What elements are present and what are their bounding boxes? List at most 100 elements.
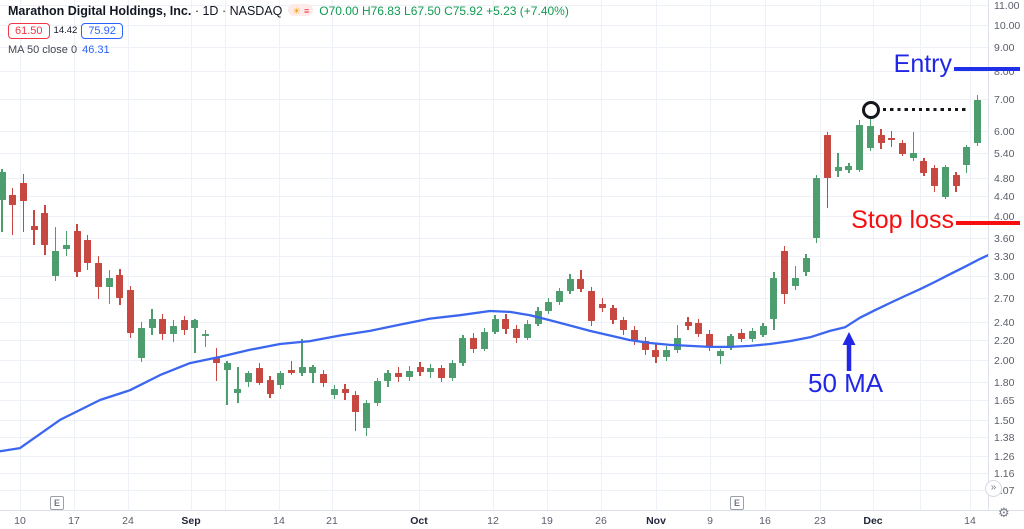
symbol-name[interactable]: Marathon Digital Holdings, Inc. (8, 4, 192, 18)
candle (427, 368, 435, 372)
time-axis-label: Sep (181, 515, 201, 527)
price-axis[interactable]: 11.00 10.00 9.00 8.00 7.00 6.00 5.40 4.80 4.40 4.… (988, 0, 1024, 529)
earnings-marker[interactable]: E (50, 496, 64, 510)
h-gridline (0, 71, 988, 73)
candle (170, 326, 178, 334)
time-axis-label: Oct (410, 515, 428, 527)
interval-label[interactable]: 1D (202, 4, 219, 18)
candle (298, 367, 306, 373)
candle (609, 307, 617, 321)
change-value: +5.23 (+7.40%) (486, 4, 569, 18)
h-gridline (0, 99, 988, 101)
h-gridline (0, 153, 988, 155)
time-axis-label: Dec (863, 515, 883, 527)
bid-badge[interactable]: 61.50 (8, 23, 50, 39)
time-axis[interactable]: 10 17 24 Sep 14 21 Oct 12 19 26 Nov 9 16 23 Dec 14 (0, 510, 1024, 529)
candle (695, 322, 703, 334)
earnings-marker[interactable]: E (730, 496, 744, 510)
candle (641, 341, 649, 350)
price-axis-label: 4.00 (994, 210, 1015, 223)
price-axis-label: 2.70 (994, 292, 1015, 305)
candle-wick (1, 169, 3, 232)
candle (706, 333, 714, 346)
candle (673, 338, 681, 350)
candle (781, 251, 789, 294)
candle (791, 277, 799, 287)
h-gridline (0, 456, 988, 458)
time-axis-label: 26 (595, 515, 607, 527)
candle (534, 311, 542, 324)
data-status-pill[interactable]: ☀ ≡ (288, 4, 314, 16)
price-axis-label: 2.40 (994, 317, 1015, 330)
ask-badge[interactable]: 75.92 (81, 23, 123, 39)
v-gridline (279, 0, 280, 510)
candle (577, 279, 585, 290)
candle (759, 325, 767, 335)
v-gridline (656, 0, 657, 510)
time-axis-label: 19 (541, 515, 553, 527)
notice-icon: ≡ (303, 6, 310, 16)
h-gridline (0, 437, 988, 439)
exchange-label[interactable]: NASDAQ (229, 4, 283, 18)
price-axis-label: 2.00 (994, 354, 1015, 367)
breakout-circle-marker[interactable] (862, 100, 880, 119)
candle-wick (65, 231, 67, 256)
candle (352, 395, 360, 412)
candle (920, 160, 928, 173)
stop-loss-price-line[interactable] (956, 221, 1020, 225)
candle (223, 363, 231, 370)
price-axis-label: 11.00 (994, 0, 1020, 13)
h-gridline (0, 400, 988, 402)
candle (180, 320, 188, 330)
ma-50-label: 50 MA (808, 368, 884, 398)
symbol-row: Marathon Digital Holdings, Inc. · 1D · N… (8, 4, 569, 18)
separator-dot: · (221, 4, 227, 18)
price-axis-label: 1.26 (994, 451, 1015, 464)
candle (470, 338, 478, 349)
gear-icon[interactable]: ⚙ (998, 505, 1010, 520)
candle (212, 357, 220, 364)
candle (287, 369, 295, 373)
candle (931, 167, 939, 186)
quote-row: 61.50 14.42 75.92 (8, 21, 123, 39)
candle (941, 167, 949, 198)
candle (384, 372, 392, 381)
candle (362, 402, 370, 429)
price-axis-label: 3.30 (994, 250, 1015, 263)
candle-wick (912, 132, 914, 161)
time-axis-label: 17 (68, 515, 80, 527)
candle-wick (22, 174, 25, 232)
entry-price-line[interactable] (954, 67, 1020, 72)
h-gridline (0, 490, 988, 492)
candle (62, 245, 70, 249)
candle (105, 277, 113, 287)
h-gridline (0, 131, 988, 133)
price-axis-label: 10.00 (994, 19, 1021, 32)
v-gridline (225, 0, 226, 510)
h-gridline (0, 195, 988, 197)
candle (73, 231, 81, 273)
candle (30, 226, 38, 230)
v-gridline (547, 0, 548, 510)
candle (963, 146, 971, 166)
indicator-row[interactable]: MA 50 close 0 46.31 (8, 44, 110, 56)
candle (0, 172, 6, 201)
candle (416, 367, 424, 372)
v-gridline (765, 0, 766, 510)
stop-loss-label: Stop loss (851, 206, 954, 234)
scroll-right-icon[interactable]: » (985, 480, 1002, 497)
h-gridline (0, 237, 988, 239)
v-gridline (20, 0, 21, 510)
candle-wick (237, 367, 239, 403)
delayed-data-icon: ☀ (292, 6, 301, 16)
ma-indicator-label: MA 50 close 0 (8, 44, 78, 56)
candle (116, 274, 124, 298)
candle (127, 289, 135, 333)
candle (94, 262, 102, 287)
candle (909, 152, 917, 158)
candle-wick (204, 329, 207, 347)
price-axis-label: 9.00 (994, 41, 1015, 54)
separator-dot: · (194, 4, 199, 18)
candle (395, 372, 403, 378)
